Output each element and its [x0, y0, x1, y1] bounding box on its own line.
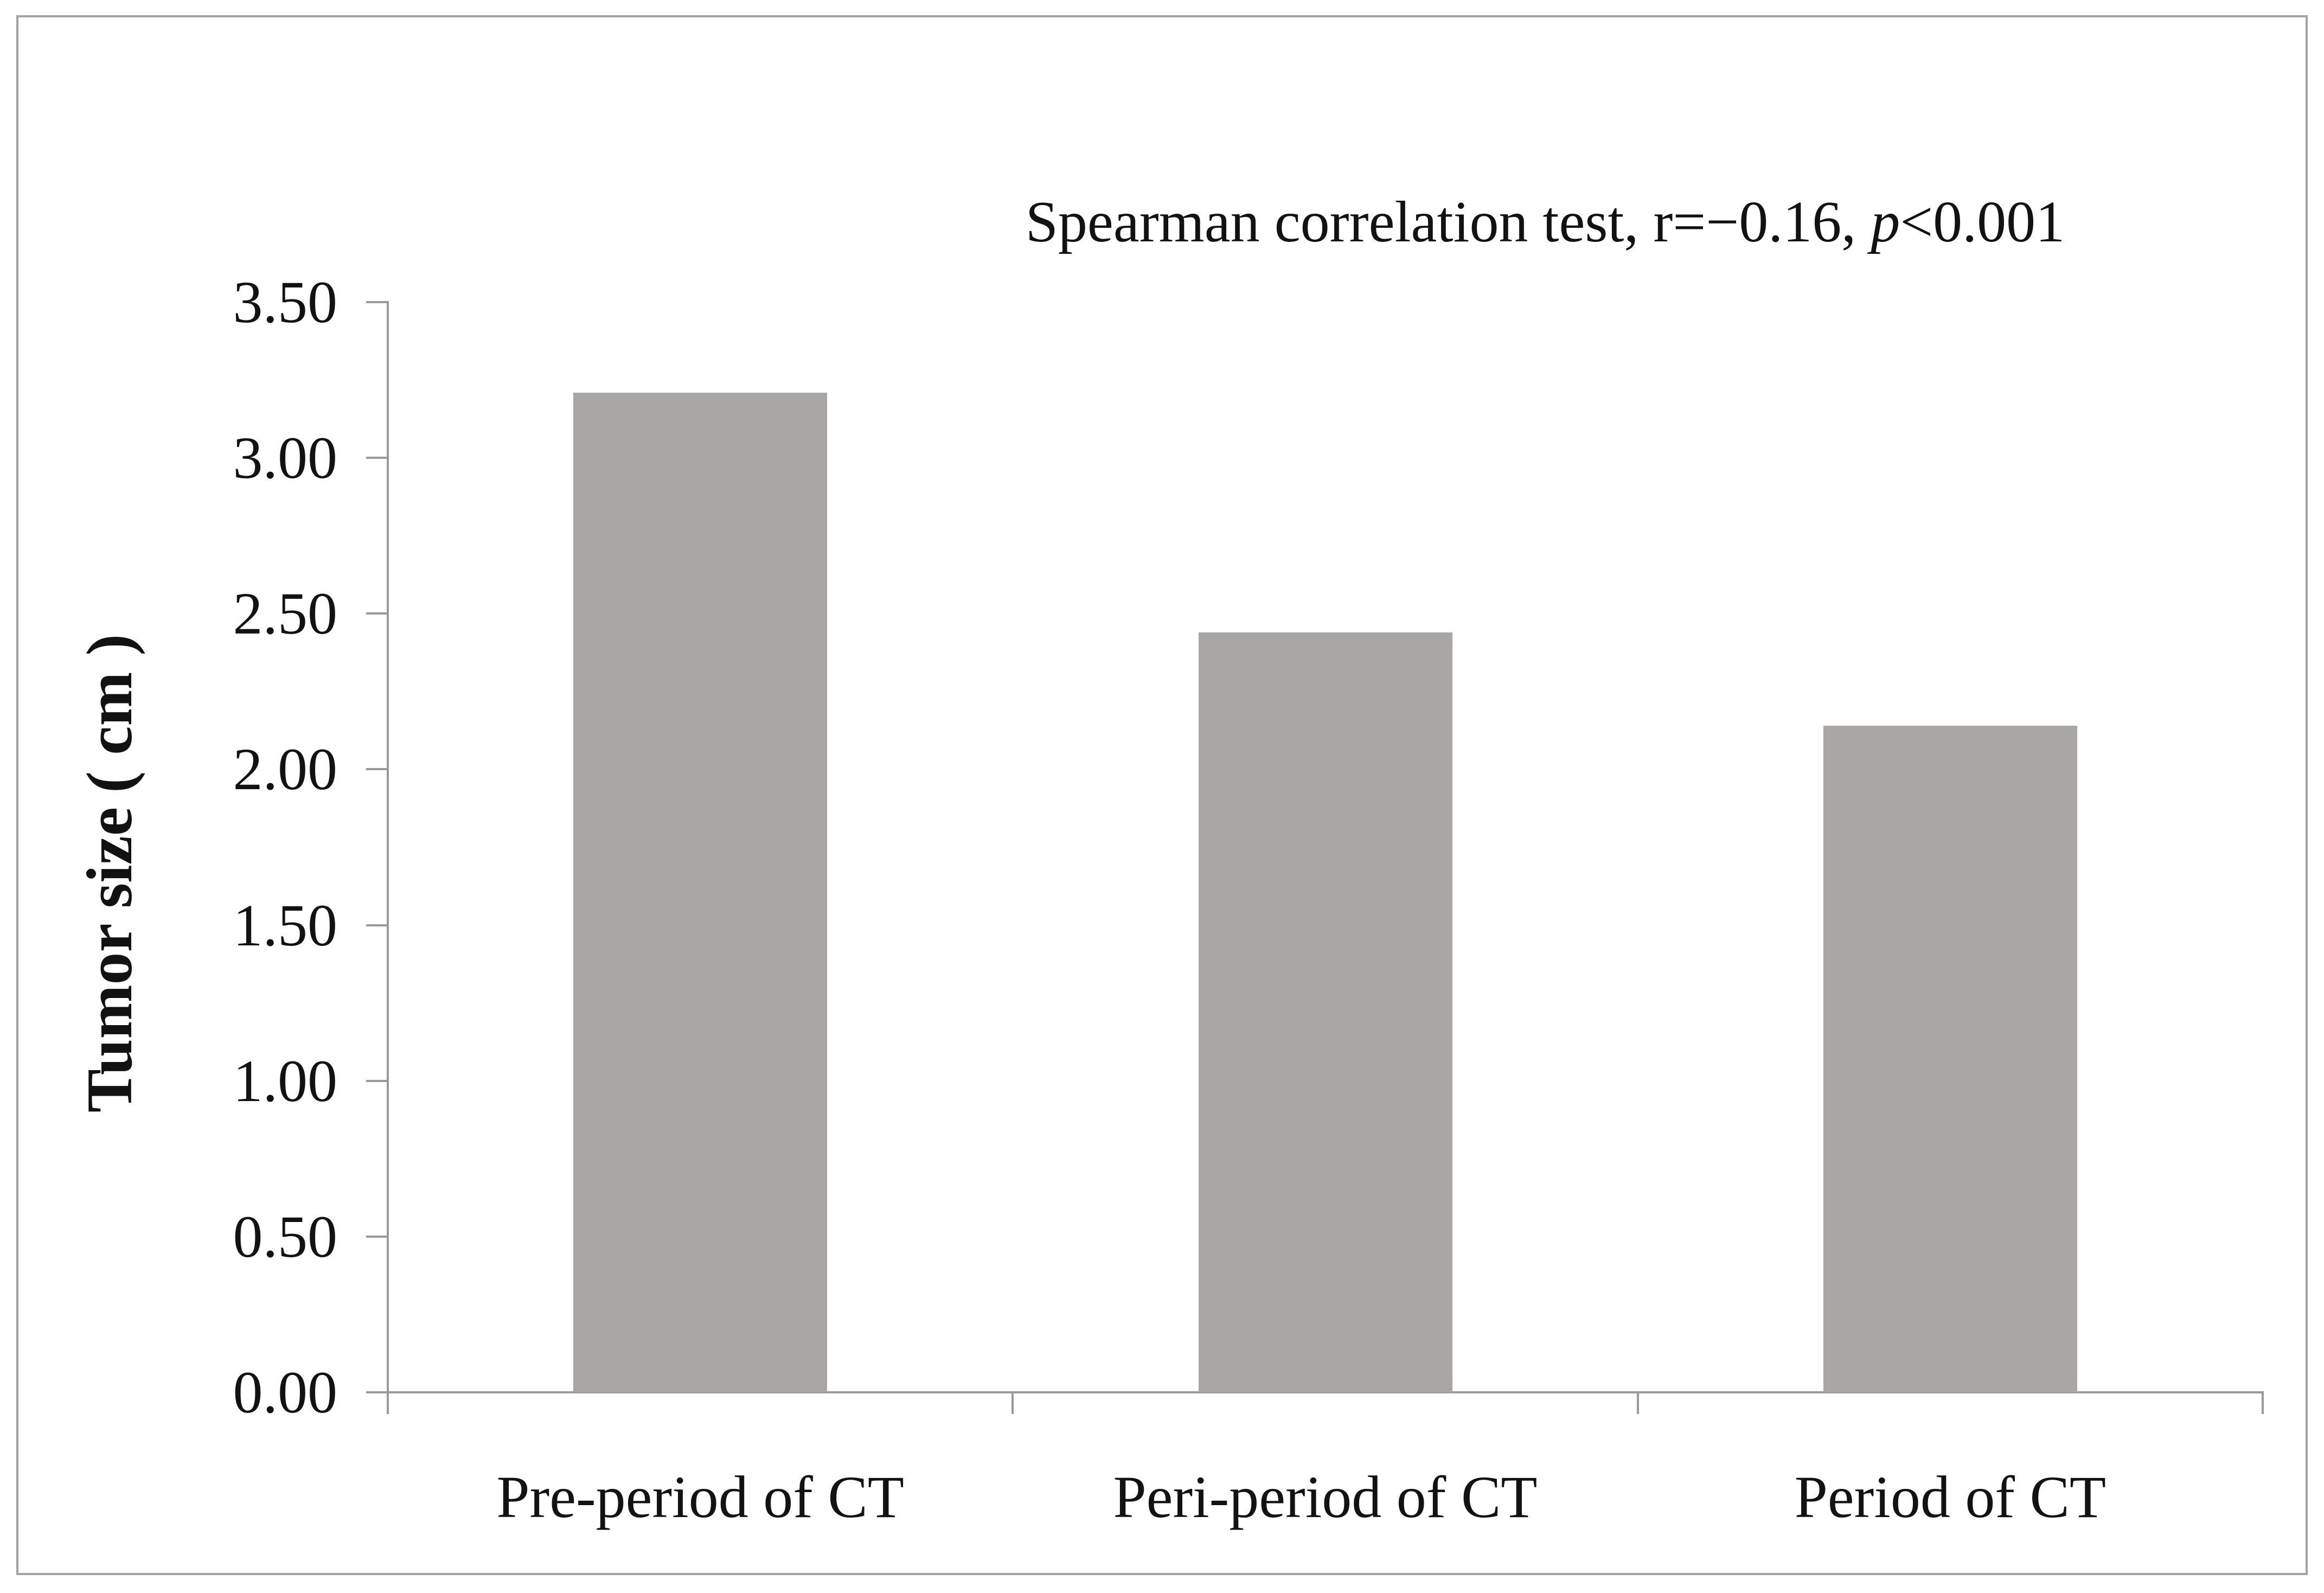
y-axis-title-text: Tumor size(cm) — [69, 634, 150, 1113]
bar — [573, 392, 828, 1392]
x-tick-mark — [1636, 1392, 1639, 1414]
annotation-p-italic: p — [1871, 190, 1900, 254]
y-tick-mark — [366, 1391, 387, 1393]
chart-annotation: Spearman correlation test, r=−0.16, p<0.… — [867, 183, 2223, 261]
y-tick-mark — [366, 1079, 387, 1082]
bar — [1198, 632, 1452, 1392]
annotation-text-pre: Spearman correlation test, r=−0.16, — [1025, 190, 1871, 254]
bar — [1823, 726, 2077, 1392]
annotation-text-post: <0.001 — [1900, 190, 2065, 254]
y-tick-label: 0.50 — [233, 1203, 338, 1270]
y-tick-label: 1.50 — [233, 892, 338, 958]
x-category-label: Peri-period of CT — [1113, 1464, 1538, 1530]
y-tick-mark — [366, 768, 387, 771]
x-category-label: Period of CT — [1794, 1464, 2107, 1530]
x-tick-mark — [2262, 1392, 2264, 1414]
y-tick-mark — [366, 1235, 387, 1238]
x-tick-mark — [387, 1392, 389, 1414]
y-tick-mark — [366, 612, 387, 615]
y-tick-mark — [366, 301, 387, 303]
y-tick-label: 2.00 — [233, 736, 338, 803]
y-tick-mark — [366, 924, 387, 926]
y-tick-mark — [366, 457, 387, 459]
x-axis-line — [387, 1391, 2264, 1393]
y-tick-label: 1.00 — [233, 1047, 338, 1114]
y-tick-label: 2.50 — [233, 580, 338, 647]
y-axis-line — [387, 301, 389, 1392]
y-tick-label: 0.00 — [233, 1359, 338, 1425]
y-tick-label: 3.50 — [233, 269, 338, 335]
y-tick-label: 3.00 — [233, 425, 338, 491]
x-category-label: Pre-period of CT — [496, 1464, 904, 1530]
x-tick-mark — [1011, 1392, 1014, 1414]
